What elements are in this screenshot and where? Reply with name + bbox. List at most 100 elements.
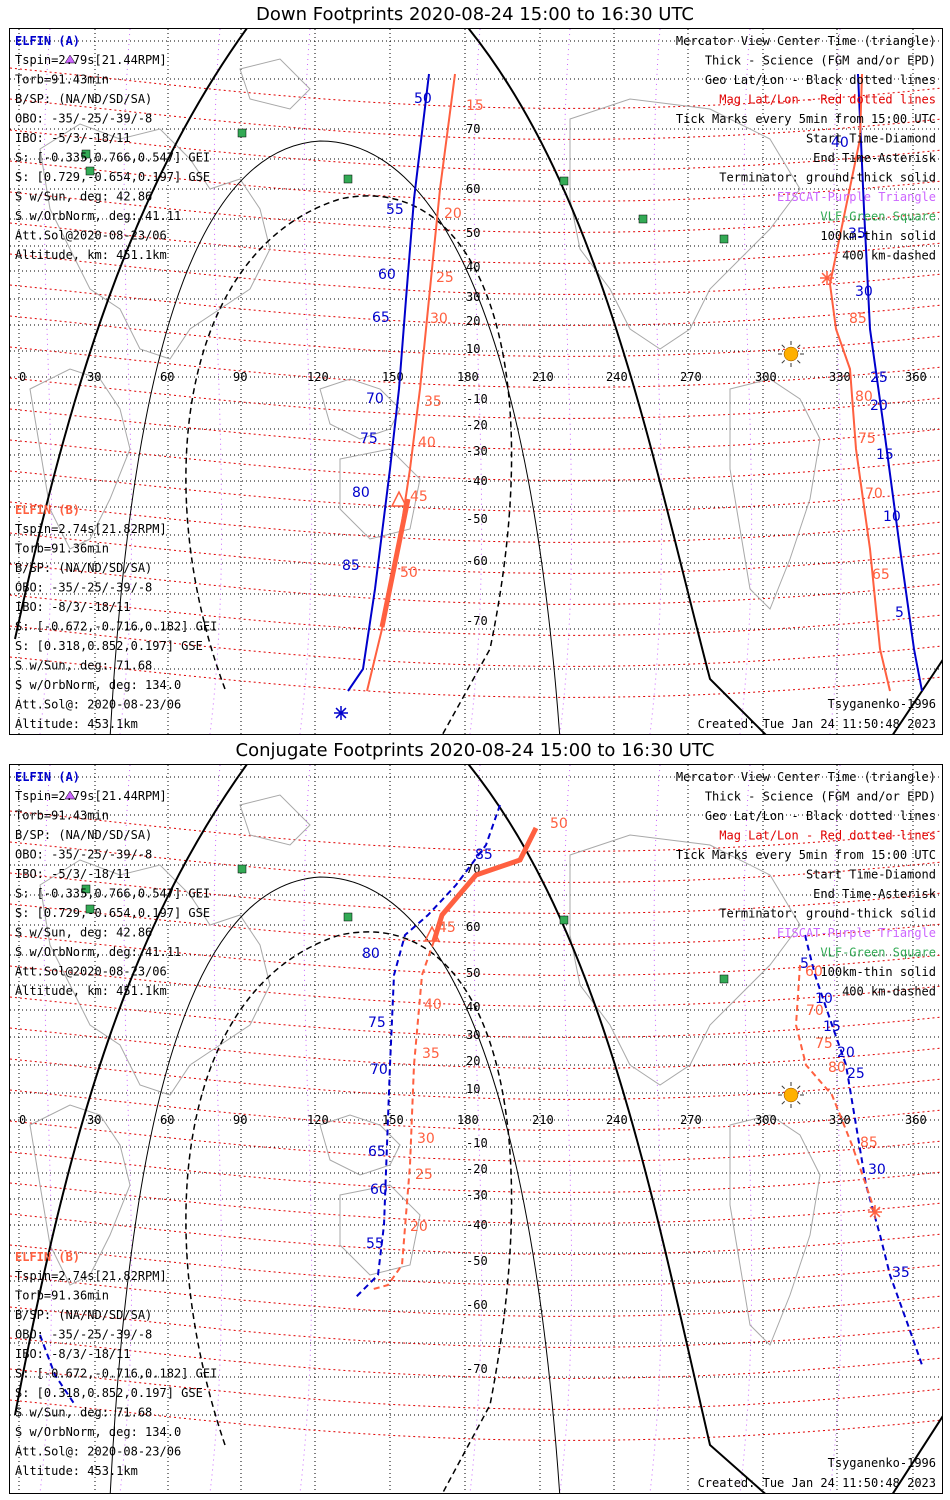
terminator-right (467, 29, 767, 734)
mag-latitude-line (10, 408, 942, 450)
elfin-a-info-line: S: [0.729,-0.654,0.197] GSE (15, 170, 210, 184)
latitude-tick-label: 30 (466, 290, 480, 304)
mag-latitude-line (10, 98, 942, 140)
mag-latitude-line (10, 470, 942, 512)
elfin-b-info-line: Tspin=2.74s[21.82RPM] (15, 1269, 167, 1283)
elfin-a-info-line: S w/OrbNorm, deg: 41.11 (15, 209, 181, 223)
elfin-b-tick-label: 20 (410, 1219, 428, 1235)
mag-latitude-line (10, 191, 942, 233)
mag-latitude-line (10, 1244, 942, 1286)
elfin-b-tick-label: 75 (815, 1036, 833, 1052)
legend-line: Mag Lat/Lon - Red dotted lines (719, 829, 936, 843)
latitude-tick-label: -70 (466, 1362, 488, 1376)
legend-line: Thick - Science (FGM and/or EPD) (705, 54, 936, 68)
elfin-a-tick-label: 70 (366, 391, 384, 407)
legend-line: Start Time-Diamond (806, 132, 936, 146)
elfin-b-tick-label: 45 (438, 920, 456, 936)
elfin-b-tick-label: 20 (444, 206, 462, 222)
land-outline (339, 1184, 421, 1276)
mag-latitude-line (10, 810, 942, 852)
mag-latitude-line (10, 1306, 942, 1348)
vlf-square-icon (237, 128, 247, 138)
elfin-a-tick-label: 80 (362, 946, 380, 962)
longitude-tick-label: 210 (532, 1113, 554, 1127)
mag-latitude-line (10, 1368, 942, 1410)
elfin-a-info-line: Tspin=2.79s[21.44RPM] (15, 53, 167, 67)
oval-400km (185, 195, 513, 734)
elfin-b-tick-label: 50 (550, 816, 568, 832)
elfin-b-tick-label: 15 (466, 98, 484, 114)
longitude-tick-label: 150 (382, 1113, 404, 1127)
mag-longitude-line (739, 765, 753, 1493)
longitude-tick-label: 120 (307, 1113, 329, 1127)
mag-latitude-line (10, 1120, 942, 1162)
latitude-tick-label: 20 (466, 1054, 480, 1068)
elfin-a-info-line: B/SP: (NA/ND/SD/SA) (15, 92, 152, 106)
elfin-b-track (794, 964, 877, 1216)
sun-ray (781, 344, 785, 348)
land-outline (729, 1114, 821, 1346)
longitude-tick-label: 330 (829, 370, 851, 384)
elfin-a-info-line: S w/Sun, deg: 42.86 (15, 190, 152, 204)
elfin-a-info-line: S w/OrbNorm, deg: 41.11 (15, 945, 181, 959)
elfin-a-tick-label: 30 (855, 284, 873, 300)
elfin-b-tick-label: 70 (806, 1003, 824, 1019)
mag-latitude-line (10, 284, 942, 326)
vlf-square-icon (85, 904, 95, 914)
elfin-a-track (354, 804, 501, 1299)
latitude-tick-label: -30 (466, 444, 488, 458)
vlf-square-icon (85, 166, 95, 176)
latitude-tick-label: -10 (466, 392, 488, 406)
elfin-a-tick-label: 75 (360, 431, 378, 447)
latitude-tick-label: 60 (466, 920, 480, 934)
elfin-a-info-line: Altitude, km: 451.1km (15, 984, 167, 998)
latitude-tick-label: -20 (466, 418, 488, 432)
elfin-a-tick-label: 50 (414, 91, 432, 107)
elfin-a-info-line: Torb=91.43min (15, 809, 109, 823)
elfin-b-info-line: IBO: -8/3/-18/11 (15, 1347, 131, 1361)
mag-latitude-line (10, 253, 942, 295)
longitude-tick-label: 240 (606, 1113, 628, 1127)
terminator-right (467, 765, 766, 1493)
elfin-a-info-line: Torb=91.43min (15, 73, 109, 87)
mag-latitude-line (10, 841, 942, 883)
mag-latitude-line (10, 1089, 942, 1131)
vlf-square-icon (719, 974, 729, 984)
elfin-a-tick-label: 65 (368, 1144, 386, 1160)
mag-latitude-line (10, 872, 942, 914)
elfin-a-tick-label: 60 (378, 267, 396, 283)
mag-latitude-line (10, 129, 942, 171)
mag-latitude-line (10, 377, 942, 419)
latitude-tick-label: -20 (466, 1162, 488, 1176)
elfin-a-info-line: OBO: -35/-25/-39/-8 (15, 848, 152, 862)
vlf-square-icon (81, 884, 91, 894)
mag-latitude-line (10, 903, 942, 945)
mag-latitude-line (10, 67, 942, 109)
terminator-east (892, 659, 942, 734)
mag-latitude-line (10, 625, 942, 667)
land-outline (339, 448, 421, 540)
longitude-tick-label: 60 (160, 370, 174, 384)
sun-ray (797, 344, 801, 348)
longitude-tick-label: 0 (19, 1113, 26, 1127)
longitude-tick-label: 240 (606, 370, 628, 384)
elfin-b-track (366, 73, 456, 692)
longitude-tick-label: 360 (905, 1113, 927, 1127)
sun-ray (781, 1101, 785, 1105)
eiscat-triangle-icon (64, 790, 76, 800)
elfin-b-tick-label: 30 (430, 311, 448, 327)
elfin-a-track (857, 73, 923, 692)
elfin-b-header: ELFIN (B) (15, 503, 80, 517)
vlf-square-icon (237, 864, 247, 874)
elfin-a-tick-label: 75 (368, 1015, 386, 1031)
elfin-a-info-line: Att.Sol@2020-08-23/06 (15, 965, 167, 979)
mag-latitude-line (10, 1275, 942, 1317)
legend-line: Mercator View Center Time (triangle) (676, 770, 936, 784)
longitude-tick-label: 60 (160, 1113, 174, 1127)
elfin-a-track (39, 1334, 76, 1406)
land-outline (239, 794, 311, 846)
mag-latitude-line (10, 1182, 942, 1224)
longitude-tick-label: 330 (829, 1113, 851, 1127)
mag-latitude-line (10, 1151, 942, 1193)
legend-line: Tick Marks every 5min from 15:00 UTC (676, 848, 936, 862)
